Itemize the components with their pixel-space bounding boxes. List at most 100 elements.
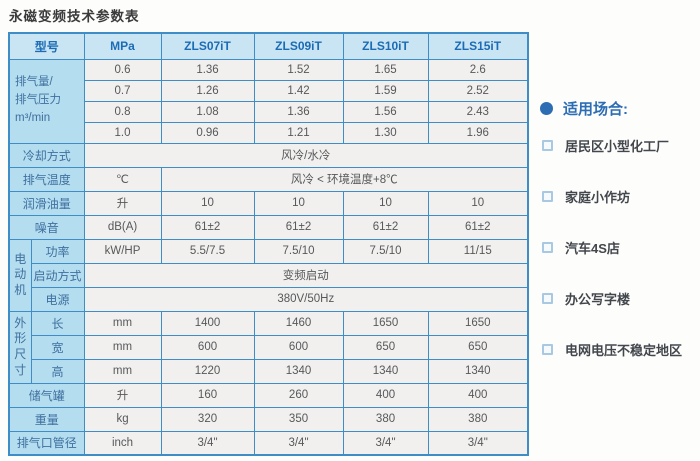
table-cell: kg (83, 406, 162, 432)
application-item-label: 办公写字楼 (565, 291, 631, 307)
table-cell: 1.36 (253, 100, 344, 123)
table-row: 0.7 1.26 1.42 1.59 2.52 (9, 79, 529, 102)
row-label: 功率 (30, 238, 85, 264)
table-cell: 1340 (253, 358, 344, 384)
table-row: 储气罐升 160 260 400 400 (8, 382, 529, 408)
table-cell: 2.52 (427, 79, 529, 102)
table-cell: 61±2 (160, 214, 255, 240)
table-cell: 7.5/10 (342, 238, 429, 264)
table-cell: 400 (427, 382, 529, 408)
table-cell: 600 (253, 334, 344, 360)
table-row: 重量 kg 320 350 380 380 (8, 406, 529, 432)
table-cell: 7.5/10 (253, 238, 344, 264)
table-cell: 1.96 (427, 121, 529, 144)
table-row: 排气量/ 排气压力 m³/min 0.6 1.36 1.52 1.65 2.6 (8, 58, 529, 144)
table-cell: 0.7 (83, 79, 162, 102)
table-row: 润滑油量升 10 10 10 10 (8, 190, 529, 216)
table-cell: 1.08 (160, 100, 255, 123)
bullet-circle-icon (540, 101, 553, 115)
table-cell: mm (83, 358, 162, 384)
table-row: 0.8 1.08 1.36 1.56 2.43 (9, 100, 529, 123)
table-cell: 1.36 (160, 58, 255, 81)
table-cell: 3/4" (160, 430, 255, 456)
table-cell: 5.5/7.5 (160, 238, 255, 264)
table-cell: 3/4" (253, 430, 344, 456)
table-cell: 风冷 < 环境温度+8℃ (160, 166, 529, 192)
row-label: 排气量/ 排气压力 m³/min (8, 58, 85, 144)
table-cell: 61±2 (342, 214, 429, 240)
row-label: 排气口管径 (8, 430, 85, 456)
table-cell: 1.30 (342, 121, 429, 144)
table-row: 电动机 功率 kW/HP 5.5/7.5 7.5/10 7.5/10 11/15 (8, 238, 529, 312)
application-item: 居民区小型化工厂 (540, 136, 700, 154)
table-cell: 650 (342, 334, 429, 360)
table-cell: 10 (253, 190, 344, 216)
table-cell: 1.42 (253, 79, 344, 102)
table-cell: 380 (427, 406, 529, 432)
table-cell: kW/HP (83, 238, 162, 264)
table-row: 型号 MPa ZLS07iT ZLS09iT ZLS10iT ZLS15iT (8, 32, 529, 60)
bullet-square-icon (542, 190, 553, 202)
table-cell: 1460 (253, 310, 344, 336)
table-cell: 1.52 (253, 58, 344, 81)
row-label: 启动方式 (30, 262, 85, 288)
table-row: 排气口管径 inch 3/4" 3/4" 3/4" 3/4" (8, 430, 529, 456)
application-item-label: 居民区小型化工厂 (565, 138, 670, 154)
table-cell: 10 (427, 190, 529, 216)
table-cell: 2.6 (427, 58, 529, 81)
table-cell: 320 (160, 406, 255, 432)
column-header: ZLS07iT (160, 32, 255, 60)
table-cell: 1.65 (342, 58, 429, 81)
spec-table: 型号 MPa ZLS07iT ZLS09iT ZLS10iT ZLS15iT 排气量/ 排… (8, 32, 530, 456)
table-cell: dB(A) (83, 214, 162, 240)
bullet-square-icon (542, 343, 553, 355)
table-cell: mm (83, 334, 162, 360)
row-label: 储气罐 (8, 382, 85, 408)
applications-panel: 适用场合: 居民区小型化工厂 家庭小作坊 汽车4S店 办公写字楼 电网电压不稳定… (540, 98, 700, 391)
column-header: ZLS10iT (342, 32, 429, 60)
row-label: 重量 (8, 406, 85, 432)
application-item: 电网电压不稳定地区 (540, 340, 700, 358)
table-cell: 600 (160, 334, 255, 360)
table-row: 宽 mm 600 600 650 650 (9, 334, 529, 360)
row-label: 排气温度 (8, 166, 85, 192)
table-cell: 1.26 (160, 79, 255, 102)
row-label: 宽 (30, 334, 85, 360)
row-label: 电源 (30, 286, 85, 312)
column-header: ZLS09iT (253, 32, 344, 60)
table-cell: ℃ (83, 166, 162, 192)
table-row: 外形尺寸长 mm 1400 1460 1650 1650 (8, 310, 529, 384)
table-row: 1.0 0.96 1.21 1.30 1.96 (9, 121, 529, 144)
table-cell: 650 (427, 334, 529, 360)
table-cell: 0.6 (83, 58, 162, 81)
applications-heading: 适用场合: (540, 98, 700, 118)
table-row: 排气温度 ℃ 风冷 < 环境温度+8℃ (8, 166, 529, 192)
table-cell: 380 (342, 406, 429, 432)
table-cell: 10 (342, 190, 429, 216)
table-cell: 变频启动 (83, 262, 529, 288)
table-cell: 260 (253, 382, 344, 408)
application-item-label: 家庭小作坊 (565, 189, 631, 205)
table-cell: 1.21 (253, 121, 344, 144)
table-cell: 1.56 (342, 100, 429, 123)
table-cell: 61±2 (253, 214, 344, 240)
bullet-square-icon (542, 292, 553, 304)
column-header: MPa (83, 32, 162, 60)
column-header: ZLS15iT (427, 32, 529, 60)
table-cell: 10 (160, 190, 255, 216)
table-cell: 1340 (427, 358, 529, 384)
page-title: 永磁变频技术参数表 (9, 9, 140, 24)
table-cell: 3/4" (342, 430, 429, 456)
bullet-square-icon (542, 139, 553, 151)
table-cell: 1400 (160, 310, 255, 336)
table-header-row: 型号 MPa ZLS07iT ZLS09iT ZLS10iT ZLS15iT (8, 32, 529, 60)
table-cell: 11/15 (427, 238, 529, 264)
table-cell: mm (83, 310, 162, 336)
applications-heading-label: 适用场合: (563, 100, 628, 118)
table-cell: 400 (342, 382, 429, 408)
table-row: 噪音 dB(A) 61±2 61±2 61±2 61±2 (8, 214, 529, 240)
table-cell: 1.59 (342, 79, 429, 102)
table-cell: 1650 (342, 310, 429, 336)
table-cell: 风冷/水冷 (83, 142, 529, 168)
